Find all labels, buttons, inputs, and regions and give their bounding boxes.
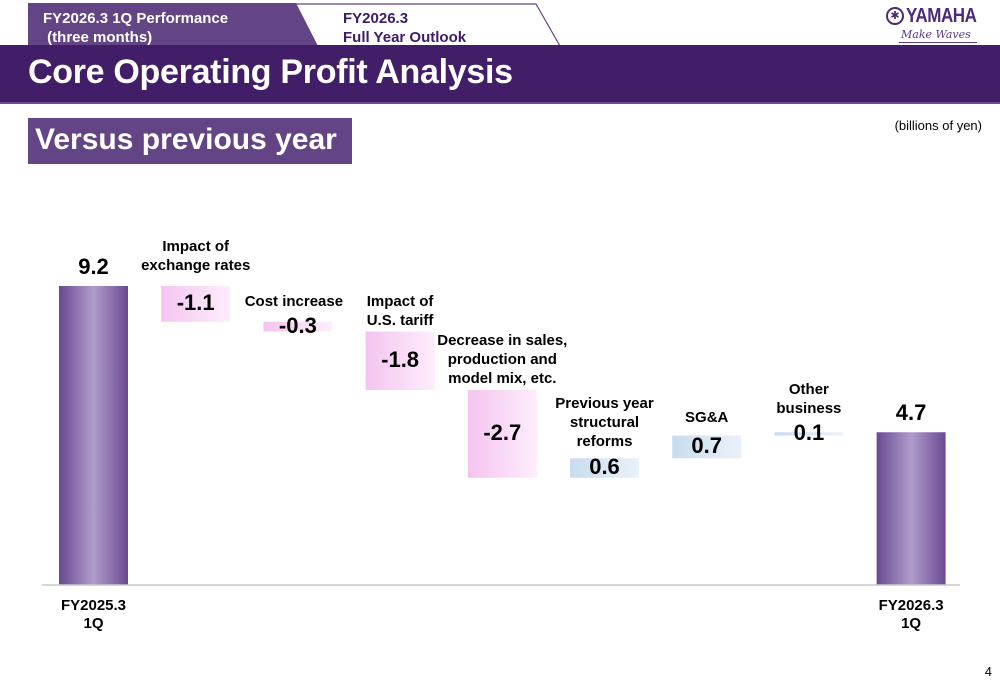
- category-label: Decrease in sales, production and model …: [437, 332, 568, 387]
- tuning-fork-icon: ✱: [886, 7, 904, 25]
- decrease-bar: [263, 321, 333, 332]
- value-label: 0.7: [691, 432, 722, 458]
- category-label: SG&A: [685, 408, 729, 426]
- value-label: -1.8: [381, 346, 420, 372]
- increase-bar: [570, 458, 639, 478]
- tab-label-line2: (three months): [43, 29, 153, 46]
- tab-1q-performance[interactable]: FY2026.3 1Q Performance (three months): [28, 3, 318, 46]
- category-label: Cost increase: [244, 292, 344, 310]
- value-label: 0.1: [793, 419, 825, 445]
- x-axis-label: FY2025.3 1Q: [60, 597, 127, 632]
- yamaha-logo: ✱ YAMAHA Make Waves: [884, 5, 984, 45]
- tab-label-line2: Full Year Outlook: [343, 29, 467, 46]
- logo-name: YAMAHA: [906, 5, 977, 27]
- x-axis-label: FY2026.3 1Q: [878, 597, 944, 632]
- value-label: 0.6: [589, 454, 620, 479]
- section-title-box: Versus previous year: [28, 118, 352, 164]
- category-label: Impact of U.S. tariff: [366, 292, 434, 329]
- title-banner: Core Operating Profit Analysis: [0, 45, 1000, 104]
- increase-bar: [774, 432, 844, 436]
- tab-outline: [290, 3, 561, 46]
- category-label: Other business: [776, 381, 842, 418]
- value-label: 4.7: [895, 400, 927, 426]
- category-label: Previous year structural reforms: [555, 395, 654, 451]
- tab-full-year-outlook[interactable]: FY2026.3 Full Year Outlook: [290, 3, 562, 46]
- section-title: Versus previous year: [35, 123, 337, 156]
- value-label: -0.3: [278, 312, 317, 338]
- decrease-bar: [365, 331, 435, 390]
- tab-label-line1: FY2026.3: [343, 10, 409, 27]
- total-bar: [59, 286, 128, 585]
- decrease-bar: [467, 390, 537, 478]
- category-label: Impact of exchange rates: [141, 238, 251, 274]
- value-label: 9.2: [78, 254, 109, 279]
- total-bar: [876, 432, 946, 585]
- tab-full-year-outlook-label: FY2026.3 Full Year Outlook: [343, 9, 466, 47]
- unit-note: (billions of yen): [894, 118, 982, 133]
- increase-bar: [672, 435, 742, 459]
- value-label: -1.1: [176, 289, 215, 315]
- tab-label-line1: FY2026.3 1Q Performance: [43, 10, 229, 27]
- tab-1q-performance-label: FY2026.3 1Q Performance (three months): [43, 9, 229, 46]
- logo-tagline: Make Waves: [901, 28, 971, 41]
- page-number: 4: [984, 664, 992, 679]
- value-label: -2.7: [483, 419, 522, 445]
- decrease-bar: [161, 286, 231, 322]
- page-title: Core Operating Profit Analysis: [28, 53, 513, 91]
- logo-underline: [899, 42, 977, 43]
